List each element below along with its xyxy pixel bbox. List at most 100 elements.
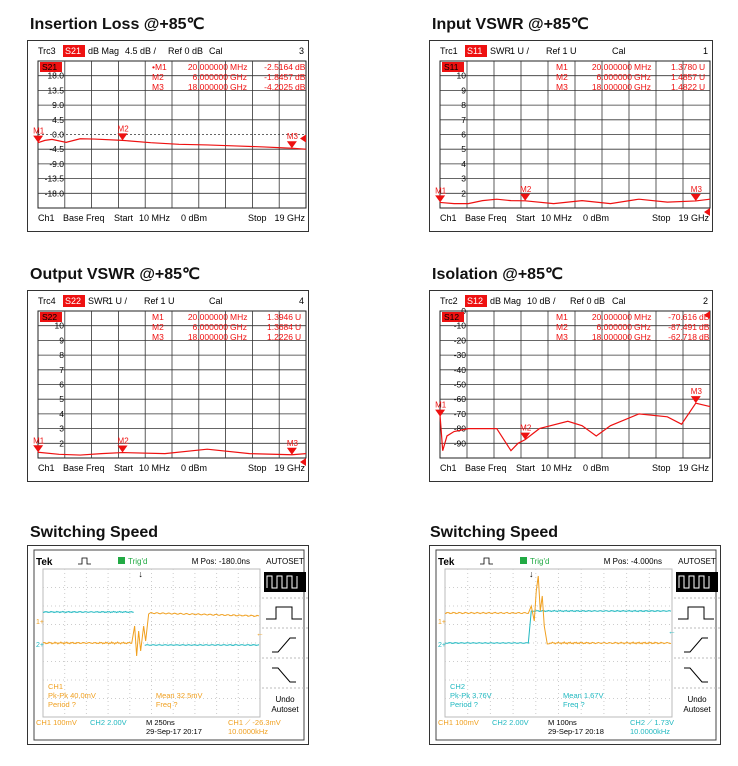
format-label: SWR (490, 46, 511, 56)
oscilloscope-screen: Tek Trig'd M Pos: -4.000ns AUTOSET ↓ 1+ 2+ ← CH2… (429, 545, 721, 745)
marker-label: M1 (435, 186, 447, 195)
measure-mean: Mean 1.67V (563, 691, 603, 700)
format-label: dB Mag (490, 296, 521, 306)
scale-label: 1 U / (510, 46, 530, 56)
ch2-ground-marker: 2+ (36, 642, 44, 649)
trigger-status-icon (520, 557, 527, 564)
param-badge-bg (465, 295, 487, 307)
footer-stop-label: Stop (248, 213, 267, 223)
panel-title: Output VSWR @+85℃ (30, 266, 201, 283)
panel-title: Input VSWR @+85℃ (432, 16, 589, 33)
marker-label: M2 (118, 437, 130, 446)
marker-name: M2 (152, 72, 164, 82)
marker-unit: GHz (230, 72, 247, 82)
trigger-level: CH2 ⟋ 1.73V (630, 718, 674, 727)
param-tag-bg (442, 62, 464, 72)
footer-base: Base Freq (465, 213, 507, 223)
format-label: dB Mag (88, 46, 119, 56)
cal-label: Cal (209, 296, 223, 306)
marker-freq: 6.000000 (193, 322, 229, 332)
y-tick-label: 0.0 (52, 130, 64, 140)
cal-label: Cal (612, 296, 626, 306)
y-tick-label: 9 (461, 85, 466, 95)
marker-freq: 18.000000 (592, 82, 632, 92)
marker-triangle (286, 141, 297, 149)
measure-freq: Freq ? (156, 700, 178, 709)
footer-channel: Ch1 (440, 213, 457, 223)
footer-start-label: Start (516, 463, 536, 473)
trace-line (37, 138, 307, 150)
rising-edge-icon (684, 637, 708, 653)
marker-name: •M1 (152, 62, 167, 72)
square-wave-icon (266, 575, 298, 589)
marker-triangle (435, 409, 446, 417)
marker-unit: GHz (634, 322, 651, 332)
y-tick-label: -40 (454, 365, 467, 375)
channel-number: 2 (703, 296, 708, 306)
marker-value: -70.616 (668, 312, 697, 322)
measure-channel: CH1 (48, 682, 63, 691)
footer-start: 10 MHz (139, 213, 171, 223)
measure-pkpk: Pk-Pk 40.0mV (48, 691, 96, 700)
oscilloscope-screen: Tek Trig'd M Pos: -180.0ns AUTOSET ↓ 1+ 2+ ← CH1… (27, 545, 309, 745)
marker-label: M2 (118, 124, 130, 133)
output-vswr-chart: Trc4 S22 SWR 1 U / Ref 1 U Cal 4 10 9 8 7 6 5 4 3 2 S22 M… (27, 290, 309, 482)
vna-display: Trc4 S22 SWR 1 U / Ref 1 U Cal 4 10 9 8 7 6 5 4 3 2 S22 M… (33, 295, 307, 473)
ref-label: Ref 1 U (144, 296, 175, 306)
footer-power: 0 dBm (181, 463, 207, 473)
marker-triangle (520, 193, 531, 201)
footer-channel: Ch1 (38, 213, 55, 223)
ch2-trace (42, 610, 134, 614)
footer-stop-label: Stop (652, 213, 671, 223)
marker-unit: GHz (230, 82, 247, 92)
marker-unit: MHz (634, 312, 651, 322)
marker-triangle (435, 195, 446, 203)
trace-line (439, 402, 711, 452)
y-tick-label: -10 (454, 321, 467, 331)
y-tick-label: 3 (59, 424, 64, 434)
marker-value-unit: dB (699, 322, 710, 332)
marker-unit: MHz (230, 312, 247, 322)
ref-label: Ref 0 dB (168, 46, 203, 56)
trigger-level: CH1 ⟋ -26.3mV (228, 718, 281, 727)
trace-label: Trc3 (38, 46, 56, 56)
undo-autoset-button: Autoset (683, 705, 711, 714)
trigger-status-icon (118, 557, 125, 564)
ch2-scale: CH2 2.00V (492, 718, 529, 727)
pulse-icon (78, 557, 91, 565)
ref-label: Ref 0 dB (570, 296, 605, 306)
y-tick-label: 9 (59, 335, 64, 345)
footer-stop: 19 GHz (274, 463, 305, 473)
param-badge-bg (63, 295, 85, 307)
measure-channel: CH2 (450, 682, 465, 691)
y-tick-label: 7 (59, 365, 64, 375)
marker-name: M3 (556, 82, 568, 92)
trigger-level-marker: ← (256, 629, 264, 638)
trigger-status: Trig'd (530, 557, 549, 566)
pulse-icon (480, 557, 493, 565)
undo-autoset-button: Autoset (271, 705, 299, 714)
cal-label: Cal (612, 46, 626, 56)
marker-label: M3 (691, 387, 703, 396)
marker-freq: 18.000000 (188, 82, 228, 92)
y-tick-label: 5 (59, 394, 64, 404)
footer-start-label: Start (114, 463, 134, 473)
y-tick-label: 9.0 (52, 100, 64, 110)
marker-value-unit: dB (699, 332, 710, 342)
param-badge-bg (465, 45, 487, 57)
scale-label: 4.5 dB / (125, 46, 157, 56)
timebase: M 250ns (146, 718, 175, 727)
param-badge: S11 (467, 46, 482, 56)
param-badge: S12 (467, 296, 483, 306)
footer-base: Base Freq (63, 463, 105, 473)
reference-arrow (300, 134, 306, 143)
marker-label: M1 (33, 436, 45, 445)
vna-display: Trc2 S12 dB Mag 10 dB / Ref 0 dB Cal 2 0 -10 -20 -… (435, 295, 711, 473)
param-badge: S22 (65, 296, 81, 306)
y-tick-label: -70 (454, 409, 467, 419)
y-tick-label: 18.0 (47, 71, 64, 81)
trace-line (439, 198, 711, 205)
marker-label: M1 (33, 127, 45, 136)
param-tag: S12 (444, 312, 459, 322)
marker-unit: GHz (634, 82, 651, 92)
